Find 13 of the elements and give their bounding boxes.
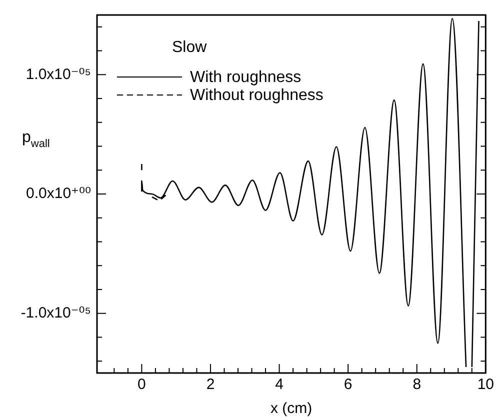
y-tick-label: 0.0x10⁺⁰⁰ <box>26 185 91 202</box>
y-tick-label: 1.0x10⁻⁰⁵ <box>26 66 91 83</box>
legend-label: With roughness <box>190 69 302 86</box>
x-tick-label: 8 <box>412 376 422 394</box>
x-tick-label: 6 <box>344 376 352 394</box>
x-tick-label: 4 <box>275 376 284 394</box>
annotation: Slow <box>172 39 208 56</box>
x-tick-label: 0 <box>138 376 146 394</box>
y-tick-label: -1.0x10⁻⁰⁵ <box>20 304 91 322</box>
legend-label: Without roughness <box>190 87 324 104</box>
x-tick-label: 10 <box>477 376 494 394</box>
x-tick-label: 2 <box>206 376 215 394</box>
x-axis-title: x (cm) <box>270 400 312 418</box>
